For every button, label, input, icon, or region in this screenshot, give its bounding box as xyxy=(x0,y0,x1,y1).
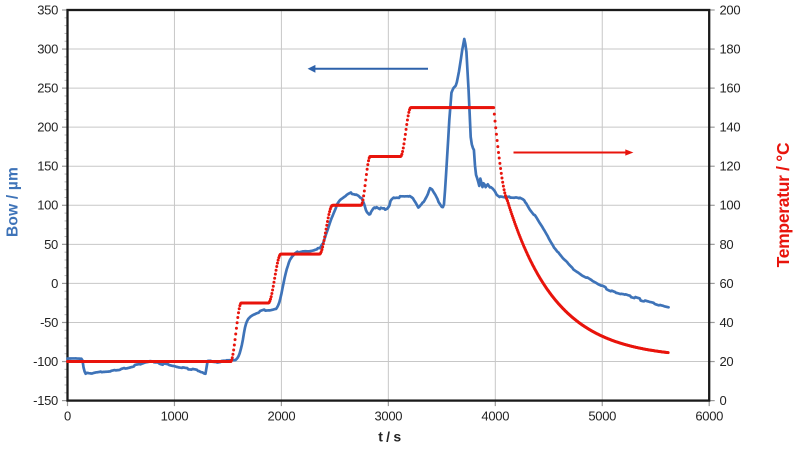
svg-text:100: 100 xyxy=(37,198,58,213)
svg-text:4000: 4000 xyxy=(481,409,509,424)
svg-text:50: 50 xyxy=(44,237,58,252)
svg-text:100: 100 xyxy=(720,198,741,213)
svg-text:180: 180 xyxy=(720,41,741,56)
svg-text:-100: -100 xyxy=(33,354,58,369)
svg-text:1000: 1000 xyxy=(161,409,189,424)
svg-text:0: 0 xyxy=(720,393,727,408)
svg-text:200: 200 xyxy=(720,2,741,17)
svg-text:0: 0 xyxy=(51,276,58,291)
svg-text:t / s: t / s xyxy=(378,429,401,445)
svg-text:120: 120 xyxy=(720,159,741,174)
svg-text:350: 350 xyxy=(37,2,58,17)
svg-text:-50: -50 xyxy=(40,315,58,330)
svg-text:200: 200 xyxy=(37,120,58,135)
svg-text:150: 150 xyxy=(37,159,58,174)
svg-text:250: 250 xyxy=(37,81,58,96)
svg-text:40: 40 xyxy=(720,315,734,330)
svg-text:20: 20 xyxy=(720,354,734,369)
svg-text:80: 80 xyxy=(720,237,734,252)
svg-text:2000: 2000 xyxy=(268,409,296,424)
svg-text:160: 160 xyxy=(720,81,741,96)
svg-text:-150: -150 xyxy=(33,393,58,408)
svg-text:Temperatur / °C: Temperatur / °C xyxy=(773,142,793,267)
svg-text:300: 300 xyxy=(37,41,58,56)
svg-text:3000: 3000 xyxy=(374,409,402,424)
svg-text:60: 60 xyxy=(720,276,734,291)
svg-text:0: 0 xyxy=(64,409,71,424)
svg-text:6000: 6000 xyxy=(695,409,723,424)
svg-text:5000: 5000 xyxy=(588,409,616,424)
svg-text:140: 140 xyxy=(720,120,741,135)
svg-text:Bow / µm: Bow / µm xyxy=(5,167,22,237)
